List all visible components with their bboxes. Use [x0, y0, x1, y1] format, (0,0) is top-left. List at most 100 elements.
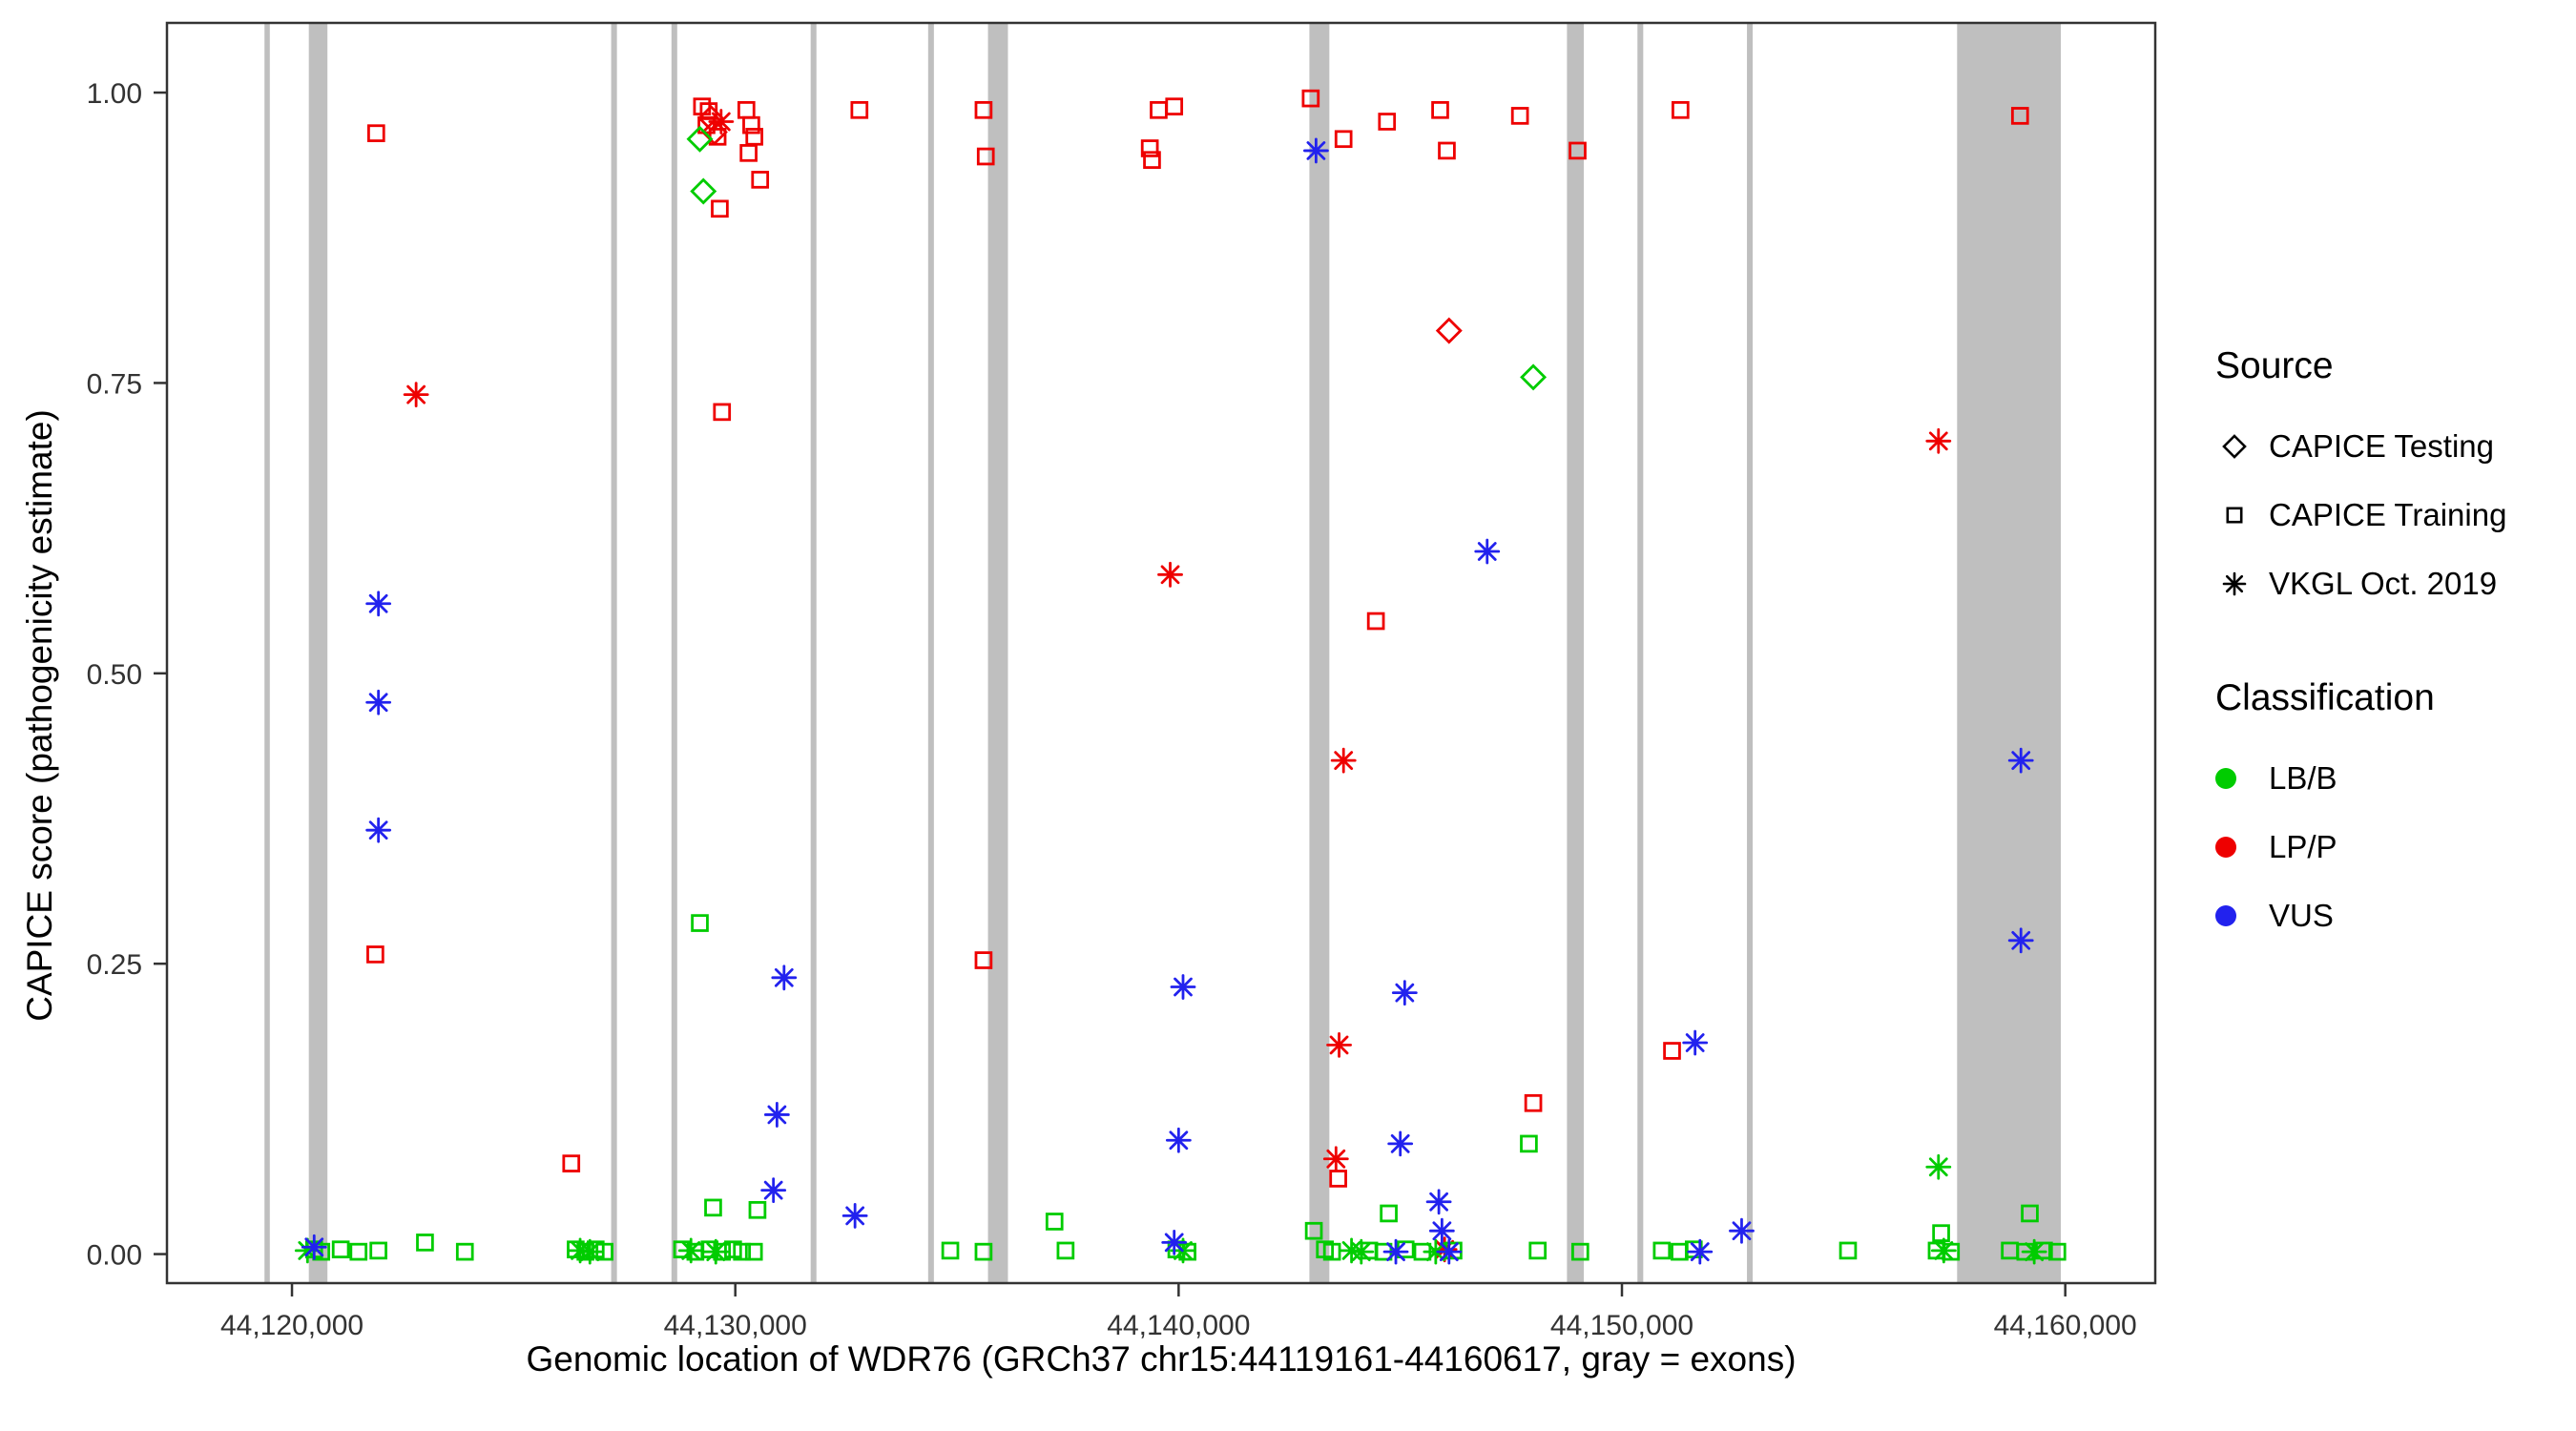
- x-tick-label: 44,150,000: [1550, 1310, 1693, 1341]
- legend-item-capice-training: CAPICE Training: [2215, 481, 2568, 550]
- data-point: [1520, 363, 1548, 391]
- legend-label: LP/P: [2269, 829, 2337, 864]
- data-point: [1520, 1134, 1538, 1153]
- legend-item-lbb: LB/B: [2215, 744, 2568, 813]
- data-point: [1510, 107, 1529, 125]
- data-point: [974, 1242, 993, 1261]
- legend: Source CAPICE Testing CAPICE Training VK…: [2215, 345, 2568, 950]
- data-point: [1386, 1242, 1405, 1262]
- panel-border: [165, 21, 2157, 1285]
- data-point: [1329, 1170, 1347, 1188]
- data-point: [1438, 141, 1456, 160]
- data-point: [742, 115, 760, 135]
- data-point: [1928, 1157, 1948, 1177]
- legend-item-lpp: LP/P: [2215, 813, 2568, 881]
- data-point: [2011, 930, 2031, 950]
- data-point: [1326, 1149, 1346, 1169]
- data-point: [1334, 130, 1353, 149]
- data-point: [406, 384, 426, 404]
- data-point: [733, 1242, 751, 1261]
- legend-label: VKGL Oct. 2019: [2269, 566, 2498, 601]
- data-point: [1568, 141, 1587, 160]
- data-point: [1934, 1241, 1954, 1260]
- exon-band: [1747, 23, 1754, 1283]
- data-point: [974, 100, 993, 119]
- y-axis-title: CAPICE score (pathogenicity estimate): [20, 409, 59, 1022]
- data-point: [1140, 139, 1159, 157]
- data-point: [1045, 1213, 1064, 1231]
- legend-gap: [2215, 618, 2568, 677]
- data-point: [1366, 612, 1385, 631]
- data-point: [368, 820, 388, 840]
- data-point: [941, 1241, 960, 1260]
- legend-label: CAPICE Testing: [2269, 428, 2494, 464]
- data-point: [713, 403, 732, 422]
- data-point: [1652, 1241, 1672, 1260]
- y-tick-label: 0.25: [87, 949, 142, 981]
- data-point: [976, 147, 995, 166]
- x-axis-title: Genomic location of WDR76 (GRCh37 chr15:…: [526, 1339, 1797, 1379]
- exon-band: [1957, 23, 2062, 1283]
- data-point: [1150, 100, 1168, 119]
- data-point: [751, 171, 770, 189]
- data-point: [711, 199, 729, 218]
- data-point: [1390, 1134, 1410, 1153]
- data-point: [1056, 1241, 1075, 1260]
- data-point: [368, 693, 388, 713]
- data-point: [1671, 1242, 1689, 1261]
- data-point: [706, 1242, 726, 1262]
- red-dot-icon: [2215, 837, 2236, 858]
- data-point: [1732, 1221, 1752, 1241]
- data-point: [1304, 1221, 1323, 1240]
- data-point: [2222, 434, 2247, 459]
- data-point: [1329, 1035, 1349, 1055]
- data-point: [1169, 1130, 1189, 1151]
- data-point: [1380, 1204, 1398, 1223]
- data-point: [1334, 751, 1354, 771]
- exon-band: [987, 23, 1008, 1283]
- data-point: [1524, 1093, 1543, 1112]
- data-point: [1528, 1241, 1548, 1260]
- data-point: [711, 112, 731, 132]
- data-point: [774, 967, 794, 987]
- legend-item-vus: VUS: [2215, 881, 2568, 950]
- data-point: [2226, 507, 2243, 524]
- data-point: [1685, 1033, 1705, 1052]
- data-point: [850, 100, 869, 119]
- data-point: [2010, 107, 2029, 125]
- data-point: [1435, 317, 1463, 344]
- data-point: [580, 1242, 600, 1262]
- data-point: [1301, 89, 1320, 108]
- data-point: [1431, 100, 1449, 119]
- data-point: [1439, 1242, 1459, 1262]
- diamond-icon: [2222, 434, 2247, 459]
- legend-label: CAPICE Training: [2269, 497, 2507, 532]
- legend-item-capice-testing: CAPICE Testing: [2215, 412, 2568, 481]
- exon-band: [308, 23, 328, 1283]
- data-point: [845, 1206, 865, 1226]
- data-point: [369, 1241, 387, 1260]
- exon-band: [1567, 23, 1585, 1283]
- data-point: [1174, 977, 1193, 997]
- data-point: [686, 125, 714, 153]
- data-point: [349, 1242, 368, 1261]
- data-point: [1143, 151, 1161, 169]
- data-point: [697, 104, 725, 132]
- data-point: [2047, 1242, 2067, 1261]
- y-tick-label: 1.00: [87, 78, 142, 110]
- exon-band: [810, 23, 817, 1283]
- exon-band: [927, 23, 934, 1283]
- data-point: [416, 1234, 434, 1252]
- data-point: [744, 1242, 763, 1261]
- legend-classification-title: Classification: [2215, 677, 2435, 718]
- data-point: [1839, 1241, 1858, 1260]
- data-point: [739, 144, 758, 162]
- data-point: [767, 1105, 787, 1125]
- data-point: [1164, 1233, 1184, 1253]
- data-point: [366, 124, 385, 142]
- data-point: [331, 1240, 350, 1259]
- data-point: [1932, 1224, 1950, 1242]
- exon-band: [671, 23, 677, 1283]
- data-point: [2225, 574, 2244, 593]
